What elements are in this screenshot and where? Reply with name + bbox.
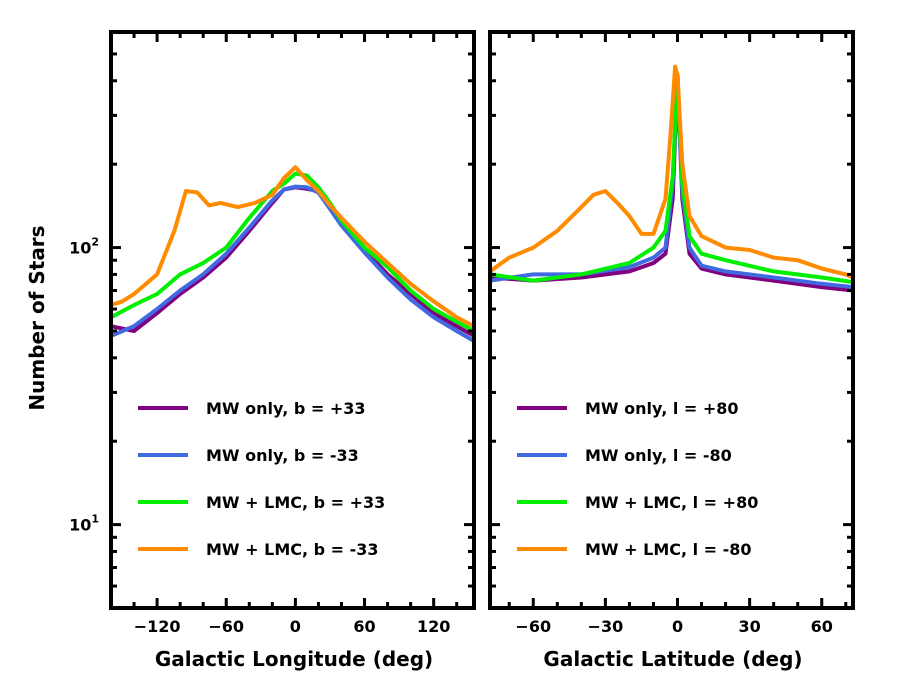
x-tick-label: 0 [290,617,301,636]
legend-label-2: MW + LMC, l = +80 [585,493,758,512]
legend-label-1: MW only, l = -80 [585,446,732,465]
y-tick-exponent: 1 [91,513,99,526]
x-tick-label: −120 [134,617,181,636]
y-tick-base: 10 [69,239,91,258]
latitude-panel: −60 −30 0 30 60 MW only, l = +80 MW only, l = … [488,30,855,636]
legend-label-3: MW + LMC, l = -80 [585,540,752,559]
legend-label-3: MW + LMC, b = -33 [206,540,379,559]
x-tick-label: −30 [588,617,624,636]
series-line-1 [111,184,474,343]
y-tick-label: 101 [69,513,99,535]
legend-label-0: MW only, l = +80 [585,399,739,418]
x-tick-label: −60 [515,617,551,636]
x-axis-label-longitude: Galactic Longitude (deg) [155,647,433,671]
y-tick-exponent: 2 [91,236,99,249]
x-tick-label: 0 [672,617,683,636]
x-tick-label: −60 [208,617,244,636]
x-tick-label: 60 [811,617,833,636]
x-axis-label-latitude: Galactic Latitude (deg) [543,647,802,671]
legend-label-1: MW only, b = -33 [206,446,359,465]
x-tick-label: 30 [738,617,760,636]
series-line-3 [111,165,474,329]
y-axis-label: Number of Stars [25,225,49,410]
x-tick-label: 60 [353,617,375,636]
y-tick-base: 10 [69,516,91,535]
series-line-0 [111,185,474,338]
series-line-3 [490,64,853,280]
x-tick-label: 120 [417,617,450,636]
axes-frame [488,30,855,610]
legend-label-2: MW + LMC, b = +33 [206,493,385,512]
y-tick-label: 102 [69,236,99,258]
axes-frame [109,30,476,610]
legend-label-0: MW only, b = +33 [206,399,366,418]
